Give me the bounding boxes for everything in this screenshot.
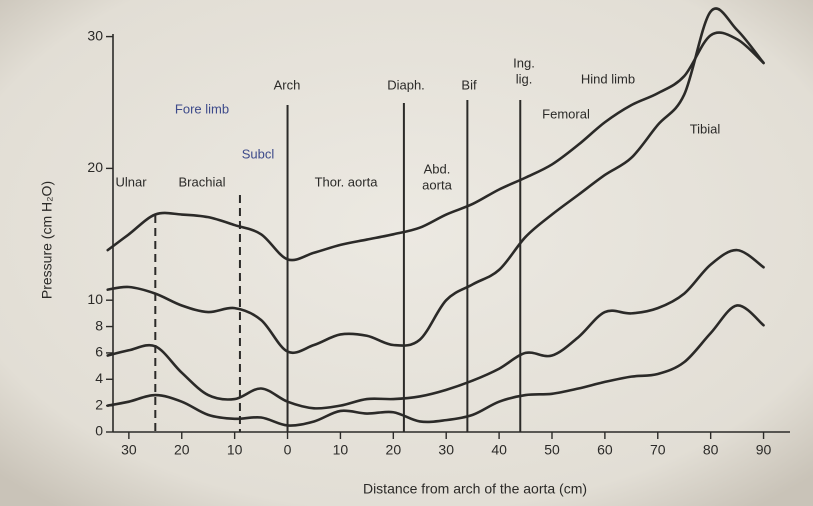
annotation: Hind limb [581, 71, 635, 86]
annotation: lig. [516, 71, 533, 86]
x-tick-label: 90 [756, 442, 772, 458]
x-tick-label: 20 [386, 442, 402, 458]
y-tick-label: 6 [95, 344, 103, 360]
x-tick-label: 30 [438, 442, 454, 458]
x-tick-label: 60 [597, 442, 613, 458]
annotation: Arch [274, 77, 301, 92]
x-tick-label: 40 [491, 442, 507, 458]
x-tick-label: 30 [121, 442, 137, 458]
y-tick-label: 0 [95, 423, 103, 439]
annotation: Thor. aorta [315, 174, 379, 189]
annotation: Brachial [179, 174, 226, 189]
annotation: Ing. [513, 55, 535, 70]
y-tick-label: 4 [95, 370, 103, 386]
y-tick-label: 20 [87, 159, 103, 175]
y-axis-label: Pressure (cm H₂O) [39, 181, 55, 299]
pressure-curve [106, 248, 765, 410]
y-tick-label: 2 [95, 396, 103, 412]
y-tick-label: 8 [95, 317, 103, 333]
x-tick-label: 10 [227, 442, 243, 458]
annotation: Fore limb [175, 101, 229, 116]
x-tick-label: 0 [284, 442, 292, 458]
annotation: Femoral [542, 106, 590, 121]
annotation: Subcl [242, 146, 275, 161]
pressure-curve [106, 304, 765, 427]
x-tick-label: 80 [703, 442, 719, 458]
annotation: Bif [461, 77, 477, 92]
pressure-curve [106, 31, 765, 262]
x-tick-label: 70 [650, 442, 666, 458]
annotation: Abd. [424, 161, 451, 176]
x-tick-label: 50 [544, 442, 560, 458]
annotation: aorta [422, 177, 452, 192]
x-axis-label: Distance from arch of the aorta (cm) [363, 481, 587, 497]
annotation: Tibial [690, 121, 721, 136]
annotation: Diaph. [387, 77, 425, 92]
x-tick-label: 20 [174, 442, 190, 458]
x-tick-label: 10 [333, 442, 349, 458]
annotation: Ulnar [115, 174, 147, 189]
y-tick-label: 30 [87, 27, 103, 43]
y-tick-label: 10 [87, 291, 103, 307]
pressure-curve [106, 7, 765, 355]
